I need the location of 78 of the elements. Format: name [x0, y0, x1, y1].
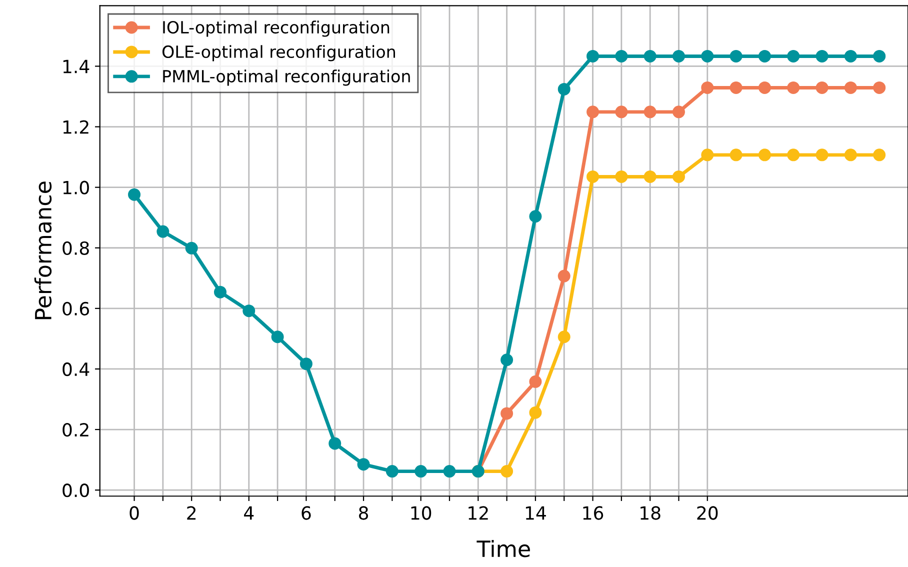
point: [787, 81, 800, 94]
point: [586, 50, 600, 62]
legend-label: PMML-optimal reconfiguration: [163, 70, 410, 86]
point: [644, 170, 656, 183]
y-tick-label: 0.6: [62, 302, 90, 316]
point: [701, 50, 714, 62]
point: [701, 148, 714, 162]
point: [558, 82, 570, 96]
point: [672, 170, 685, 183]
point: [758, 81, 771, 94]
point: [672, 50, 685, 62]
point: [414, 465, 428, 478]
point: [271, 330, 284, 344]
y-tick-label: 0.8: [62, 241, 89, 255]
point: [615, 170, 628, 183]
point: [185, 242, 198, 254]
point: [529, 406, 542, 419]
point: [644, 106, 656, 118]
point: [558, 330, 570, 344]
point: [873, 148, 886, 162]
y-tick-label: 0.2: [62, 422, 88, 437]
point: [730, 50, 742, 62]
point: [844, 148, 857, 162]
x-tick-label: 8: [359, 506, 368, 520]
point: [730, 148, 742, 162]
x-tick-label: 16: [583, 506, 604, 520]
point: [816, 148, 828, 162]
point: [873, 50, 886, 62]
point: [615, 106, 628, 118]
point: [586, 170, 600, 183]
y-axis-title: Performance: [34, 182, 52, 320]
point: [758, 148, 771, 162]
point: [672, 106, 685, 118]
x-tick-label: 14: [526, 506, 546, 520]
y-tick-label: 1.0: [63, 180, 89, 194]
point: [816, 81, 828, 94]
x-tick-label: 0: [130, 506, 139, 520]
x-tick-label: 18: [640, 506, 660, 520]
point: [787, 50, 800, 62]
point: [758, 50, 771, 62]
point: [500, 407, 514, 420]
point: [357, 458, 370, 471]
point: [500, 465, 514, 478]
point: [242, 304, 256, 318]
point: [443, 465, 456, 478]
point: [558, 270, 570, 282]
x-tick-label: 20: [697, 506, 718, 520]
point: [529, 375, 542, 388]
legend-label: IOL-optimal reconfiguration: [163, 20, 390, 37]
point: [529, 210, 542, 223]
point: [615, 50, 628, 62]
x-tick-label: 12: [468, 506, 488, 520]
x-tick-label: 4: [244, 506, 254, 520]
x-tick-label: 10: [411, 506, 432, 520]
point: [300, 358, 312, 370]
point: [386, 465, 398, 478]
y-tick-label: 1.2: [63, 120, 88, 134]
point: [730, 81, 742, 94]
y-tick-label: 0.4: [62, 362, 90, 376]
x-tick-label: 6: [302, 506, 311, 520]
point: [787, 148, 800, 162]
legend-label: OLE-optimal reconfiguration: [162, 45, 395, 62]
y-tick-label: 1.4: [63, 60, 90, 74]
point: [214, 286, 226, 298]
x-tick-label: 2: [187, 506, 196, 520]
point: [328, 437, 342, 450]
point: [844, 50, 857, 62]
point: [644, 50, 656, 62]
x-axis-title: Time: [476, 540, 530, 558]
point: [873, 81, 886, 94]
point: [844, 81, 857, 94]
point: [128, 188, 141, 201]
point: [586, 106, 600, 118]
y-tick-label: 0.0: [62, 484, 89, 498]
point: [500, 354, 514, 366]
point: [701, 81, 714, 94]
point: [816, 50, 828, 62]
point: [156, 225, 170, 238]
